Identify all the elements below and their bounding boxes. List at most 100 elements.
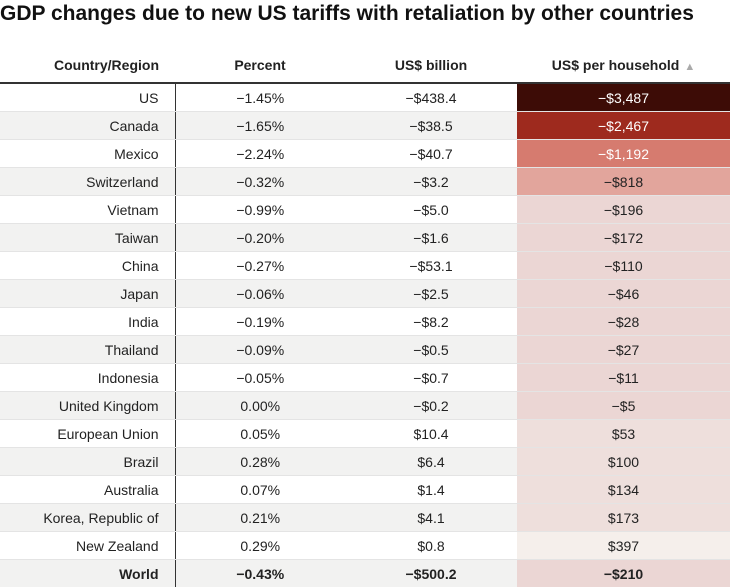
cell-per-household: −$3,487: [517, 83, 730, 112]
cell-per-household: −$196: [517, 195, 730, 224]
cell-country: Indonesia: [0, 363, 176, 392]
cell-percent: −0.06%: [175, 279, 345, 308]
cell-usd-billion: −$438.4: [345, 83, 517, 112]
cell-per-household: −$27: [517, 335, 730, 364]
col-header-percent[interactable]: Percent: [175, 48, 345, 84]
cell-percent: −0.19%: [175, 307, 345, 336]
data-table: Country/Region Percent US$ billion US$ p…: [0, 48, 730, 587]
cell-per-household: −$46: [517, 279, 730, 308]
cell-per-household: −$5: [517, 391, 730, 420]
cell-percent: 0.28%: [175, 447, 345, 476]
cell-usd-billion: −$500.2: [345, 559, 517, 587]
cell-per-household: −$28: [517, 307, 730, 336]
cell-country: Vietnam: [0, 195, 176, 224]
cell-per-household: −$110: [517, 251, 730, 280]
cell-usd-billion: −$53.1: [345, 251, 517, 280]
col-header-country[interactable]: Country/Region: [0, 48, 175, 84]
cell-percent: −0.32%: [175, 167, 345, 196]
cell-usd-billion: −$0.2: [345, 391, 517, 420]
cell-country: Taiwan: [0, 223, 176, 252]
table-body: US −1.45% −$438.4 −$3,487 Canada −1.65% −$38.5…: [0, 83, 730, 587]
cell-per-household: −$2,467: [517, 111, 730, 140]
cell-country: New Zealand: [0, 531, 176, 560]
cell-usd-billion: −$40.7: [345, 139, 517, 168]
cell-per-household: −$11: [517, 363, 730, 392]
table-row: Taiwan −0.20% −$1.6 −$172: [0, 223, 730, 252]
cell-usd-billion: −$0.5: [345, 335, 517, 364]
col-header-usd-billion[interactable]: US$ billion: [345, 48, 517, 84]
cell-country: World: [0, 559, 176, 587]
chart-title: GDP changes due to new US tariffs with r…: [0, 2, 694, 25]
cell-percent: 0.21%: [175, 503, 345, 532]
cell-usd-billion: −$1.6: [345, 223, 517, 252]
table-row: United Kingdom 0.00% −$0.2 −$5: [0, 391, 730, 420]
table-row: Thailand −0.09% −$0.5 −$27: [0, 335, 730, 364]
total-row: World −0.43% −$500.2 −$210: [0, 559, 730, 587]
cell-usd-billion: −$38.5: [345, 111, 517, 140]
cell-country: Canada: [0, 111, 176, 140]
table-row: US −1.45% −$438.4 −$3,487: [0, 83, 730, 112]
header-row: Country/Region Percent US$ billion US$ p…: [0, 48, 730, 84]
sort-ascending-icon: ▲: [684, 61, 696, 73]
table-row: China −0.27% −$53.1 −$110: [0, 251, 730, 280]
cell-usd-billion: −$2.5: [345, 279, 517, 308]
cell-usd-billion: −$3.2: [345, 167, 517, 196]
cell-country: Australia: [0, 475, 176, 504]
cell-percent: −0.05%: [175, 363, 345, 392]
cell-country: Japan: [0, 279, 176, 308]
cell-country: European Union: [0, 419, 176, 448]
cell-usd-billion: $4.1: [345, 503, 517, 532]
cell-percent: −0.20%: [175, 223, 345, 252]
cell-per-household: $100: [517, 447, 730, 476]
table-row: Korea, Republic of 0.21% $4.1 $173: [0, 503, 730, 532]
table-row: India −0.19% −$8.2 −$28: [0, 307, 730, 336]
cell-country: Thailand: [0, 335, 176, 364]
table-row: Switzerland −0.32% −$3.2 −$818: [0, 167, 730, 196]
cell-usd-billion: $1.4: [345, 475, 517, 504]
cell-usd-billion: $6.4: [345, 447, 517, 476]
cell-country: Switzerland: [0, 167, 176, 196]
cell-per-household: $397: [517, 531, 730, 560]
cell-country: China: [0, 251, 176, 280]
cell-per-household: −$210: [517, 559, 730, 587]
cell-country: Brazil: [0, 447, 176, 476]
cell-percent: −1.45%: [175, 83, 345, 112]
table-row: Japan −0.06% −$2.5 −$46: [0, 279, 730, 308]
table-row: Indonesia −0.05% −$0.7 −$11: [0, 363, 730, 392]
cell-per-household: −$818: [517, 167, 730, 196]
col-header-per-household[interactable]: US$ per household ▲: [517, 48, 730, 84]
table-row: European Union 0.05% $10.4 $53: [0, 419, 730, 448]
cell-country: United Kingdom: [0, 391, 176, 420]
cell-per-household: −$172: [517, 223, 730, 252]
cell-percent: −0.99%: [175, 195, 345, 224]
cell-country: US: [0, 83, 176, 112]
cell-percent: 0.29%: [175, 531, 345, 560]
cell-country: Mexico: [0, 139, 176, 168]
cell-usd-billion: −$5.0: [345, 195, 517, 224]
cell-percent: −0.43%: [175, 559, 345, 587]
cell-per-household: $134: [517, 475, 730, 504]
cell-country: India: [0, 307, 176, 336]
cell-percent: 0.00%: [175, 391, 345, 420]
table-row: Australia 0.07% $1.4 $134: [0, 475, 730, 504]
cell-percent: 0.07%: [175, 475, 345, 504]
cell-usd-billion: −$0.7: [345, 363, 517, 392]
table-row: Mexico −2.24% −$40.7 −$1,192: [0, 139, 730, 168]
table-row: Canada −1.65% −$38.5 −$2,467: [0, 111, 730, 140]
cell-percent: −0.09%: [175, 335, 345, 364]
cell-usd-billion: −$8.2: [345, 307, 517, 336]
cell-country: Korea, Republic of: [0, 503, 176, 532]
cell-usd-billion: $0.8: [345, 531, 517, 560]
cell-usd-billion: $10.4: [345, 419, 517, 448]
cell-per-household: $173: [517, 503, 730, 532]
col-header-per-household-label: US$ per household: [551, 57, 680, 73]
cell-percent: −1.65%: [175, 111, 345, 140]
cell-per-household: −$1,192: [517, 139, 730, 168]
table-row: New Zealand 0.29% $0.8 $397: [0, 531, 730, 560]
cell-percent: −2.24%: [175, 139, 345, 168]
cell-percent: −0.27%: [175, 251, 345, 280]
cell-per-household: $53: [517, 419, 730, 448]
cell-percent: 0.05%: [175, 419, 345, 448]
table-row: Brazil 0.28% $6.4 $100: [0, 447, 730, 476]
table-row: Vietnam −0.99% −$5.0 −$196: [0, 195, 730, 224]
